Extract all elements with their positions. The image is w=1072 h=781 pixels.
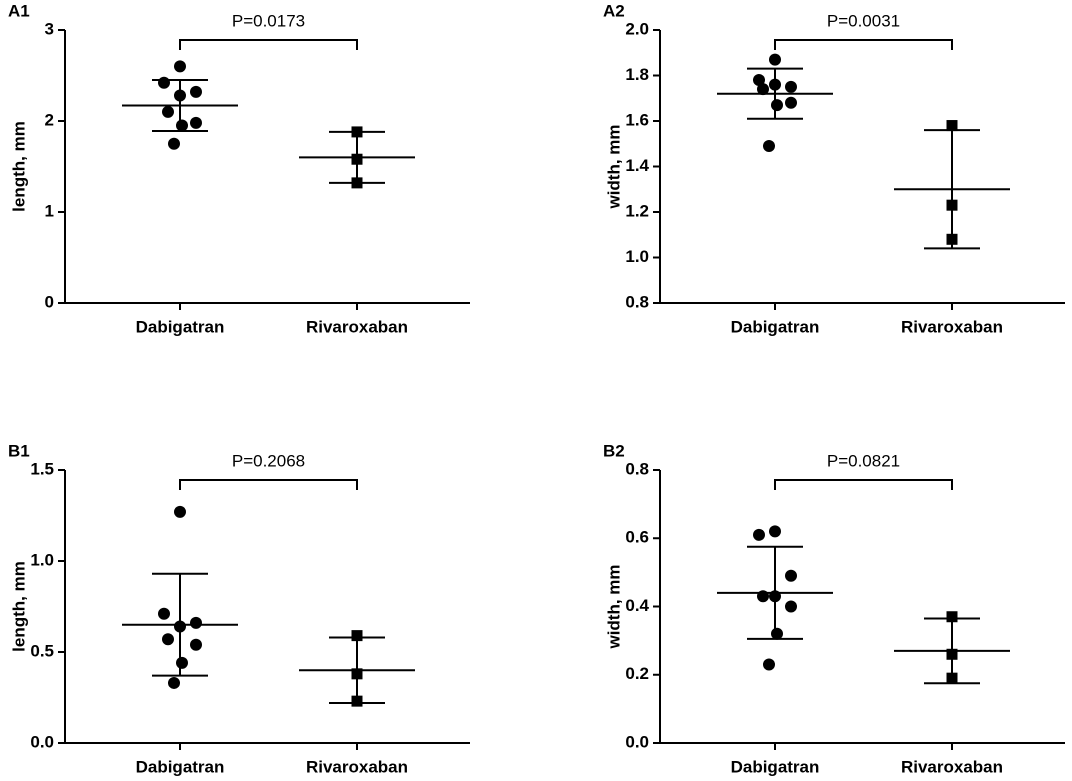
y-tick-label: 0.8	[625, 459, 649, 478]
significance-bracket	[179, 39, 358, 50]
point	[769, 525, 781, 538]
y-axis-label: length, mm	[9, 561, 28, 652]
panel-label: A1	[8, 1, 30, 20]
point	[168, 137, 180, 150]
y-tick-label: 2.0	[625, 19, 649, 38]
point	[753, 74, 765, 87]
point	[351, 668, 363, 680]
point	[351, 126, 363, 138]
point	[176, 119, 188, 132]
point	[351, 177, 363, 189]
x-tick-label: Dabigatran	[136, 317, 225, 336]
point	[785, 569, 797, 582]
point	[190, 638, 202, 651]
y-axis-label: width, mm	[604, 564, 623, 649]
panel-label: B1	[8, 441, 30, 460]
y-tick-label: 1.0	[625, 247, 649, 266]
point	[946, 233, 958, 245]
point	[763, 140, 775, 153]
point	[174, 60, 186, 73]
point	[351, 695, 363, 707]
point	[176, 656, 188, 669]
point	[190, 116, 202, 129]
point	[190, 85, 202, 98]
point	[946, 648, 958, 660]
point	[162, 633, 174, 646]
significance-bracket	[774, 479, 953, 490]
y-tick-label: 3	[45, 19, 54, 38]
point	[168, 676, 180, 689]
panel: A1 length, mm 0 1 2 3 Dabigatran Rivaroxaban P=0…	[8, 1, 470, 336]
p-value: P=0.2068	[232, 451, 305, 470]
point	[757, 83, 769, 96]
panel: B1 length, mm 0.0 0.5 1.0 1.5 Dabigatran Rivaro…	[8, 441, 470, 776]
y-tick-label: 0.0	[30, 732, 54, 751]
point	[190, 616, 202, 629]
y-tick-label: 1.2	[625, 201, 649, 220]
point	[763, 658, 775, 671]
point	[757, 590, 769, 603]
panel: B2 width, mm 0.0 0.2 0.4 0.6 0.8 Dabigatran Riva…	[603, 441, 1065, 776]
y-tick-label: 2	[45, 110, 54, 129]
point	[946, 120, 958, 132]
panel-label: B2	[603, 441, 625, 460]
point	[753, 528, 765, 541]
panel: A2 width, mm 0.8 1.0 1.2 1.4 1.6 1.8 2.0 Dabigatr…	[603, 1, 1065, 336]
y-tick-label: 1.8	[625, 65, 649, 84]
point	[174, 89, 186, 102]
y-tick-label: 1.5	[30, 459, 54, 478]
y-tick-label: 1.6	[625, 110, 649, 129]
y-tick-label: 0	[45, 292, 54, 311]
x-tick-label: Dabigatran	[731, 757, 820, 776]
y-tick-label: 0.5	[30, 641, 54, 660]
y-axis-label: length, mm	[9, 121, 28, 212]
p-value: P=0.0173	[232, 11, 305, 30]
point	[771, 99, 783, 112]
point	[785, 600, 797, 613]
x-tick-label: Rivaroxaban	[901, 757, 1003, 776]
point	[158, 76, 170, 89]
x-tick-label: Rivaroxaban	[901, 317, 1003, 336]
point	[769, 78, 781, 91]
point	[946, 611, 958, 623]
point	[174, 620, 186, 633]
point	[946, 199, 958, 211]
y-axis-label: width, mm	[604, 124, 623, 209]
point	[769, 53, 781, 66]
point	[162, 105, 174, 118]
y-tick-label: 0.4	[625, 596, 649, 615]
x-tick-label: Rivaroxaban	[306, 757, 408, 776]
y-tick-label: 1.4	[625, 156, 649, 175]
y-tick-label: 0.2	[625, 664, 649, 683]
y-tick-label: 0.6	[625, 528, 649, 547]
significance-bracket	[774, 39, 953, 50]
panel-label: A2	[603, 1, 625, 20]
x-tick-label: Rivaroxaban	[306, 317, 408, 336]
point	[771, 627, 783, 640]
x-tick-label: Dabigatran	[136, 757, 225, 776]
point	[174, 505, 186, 518]
significance-bracket	[179, 479, 358, 490]
point	[946, 672, 958, 684]
x-tick-label: Dabigatran	[731, 317, 820, 336]
point	[785, 96, 797, 109]
y-tick-label: 1.0	[30, 550, 54, 569]
p-value: P=0.0821	[827, 451, 900, 470]
y-tick-label: 0.8	[625, 292, 649, 311]
point	[785, 80, 797, 93]
point	[769, 590, 781, 603]
point	[158, 607, 170, 620]
point	[351, 630, 363, 642]
y-tick-label: 1	[45, 201, 54, 220]
p-value: P=0.0031	[827, 11, 900, 30]
y-tick-label: 0.0	[625, 732, 649, 751]
point	[351, 153, 363, 165]
